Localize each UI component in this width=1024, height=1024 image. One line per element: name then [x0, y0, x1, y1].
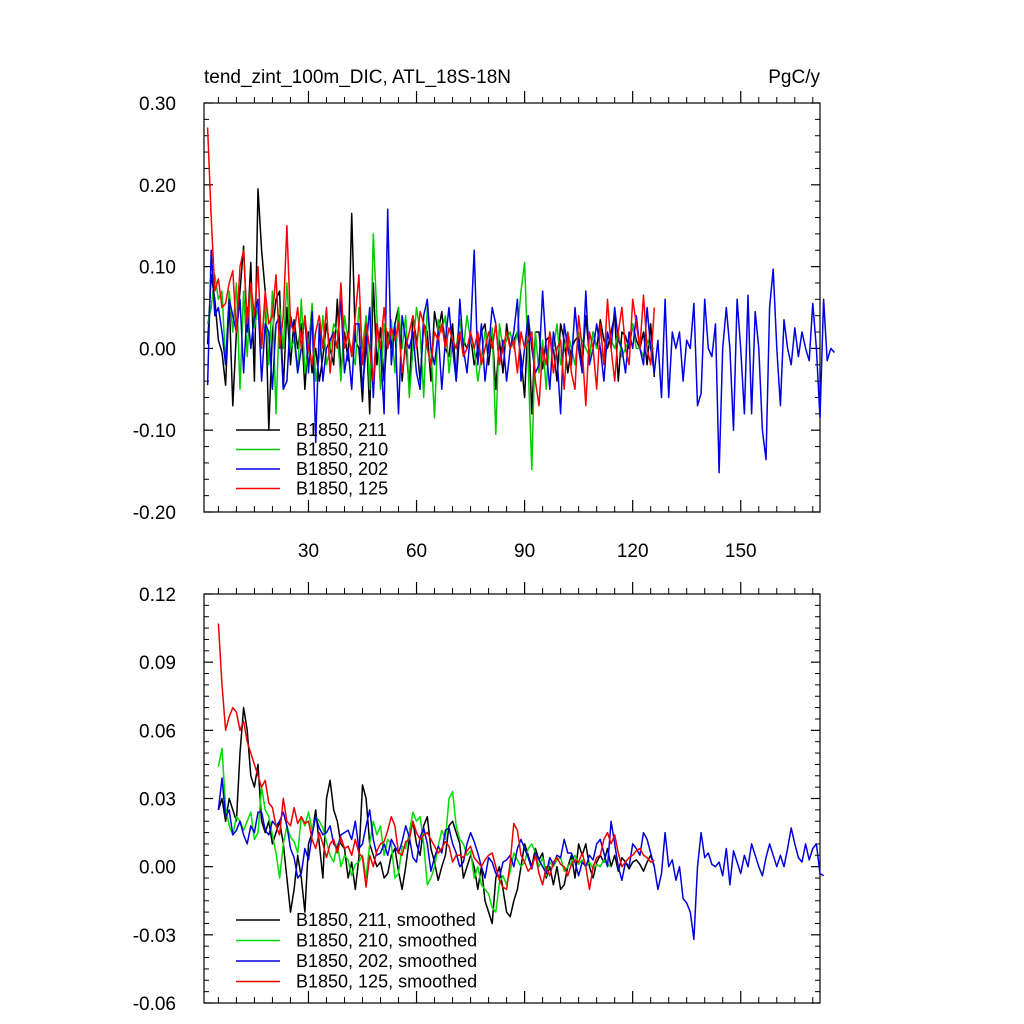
chart-title: tend_zint_100m_DIC, ATL_18S-18N	[204, 67, 511, 88]
y-tick-label: -0.10	[133, 421, 176, 442]
legend-label-2: B1850, 202	[296, 459, 388, 479]
series-lines	[206, 127, 835, 474]
bottom-panel: -0.06 -0.03 0.00 0.03 0.06 0.09 0.12 B1850, 21…	[133, 582, 825, 1015]
y-tick-label: -0.03	[133, 926, 176, 947]
y-tick-label: 0.00	[139, 339, 176, 360]
x-tick-label: 90	[514, 541, 535, 562]
y-tick-label: -0.20	[133, 503, 176, 524]
y-tick-label: 0.12	[139, 585, 176, 606]
x-tick-label: 120	[617, 541, 649, 562]
y-tick-label: 0.20	[139, 176, 176, 197]
y-tick-label: 0.09	[139, 653, 176, 674]
legend-label-1: B1850, 210	[296, 440, 388, 460]
y-tick-label: 0.30	[139, 94, 176, 115]
units-label: PgC/y	[768, 67, 820, 88]
legend-label-1: B1850, 210, smoothed	[296, 931, 477, 951]
legend-label-3: B1850, 125	[296, 479, 388, 499]
legend-label-0: B1850, 211, smoothed	[296, 910, 476, 930]
y-tick-label: -0.06	[133, 994, 176, 1015]
legend-label-2: B1850, 202, smoothed	[296, 951, 477, 971]
x-tick-label: 30	[298, 541, 319, 562]
y-tick-label: 0.03	[139, 790, 176, 811]
series-line-2	[217, 777, 825, 941]
series-line-3	[217, 623, 655, 891]
plot-frame	[203, 102, 821, 513]
legend-label-3: B1850, 125, smoothed	[296, 972, 477, 992]
series-lines	[217, 623, 825, 941]
y-tick-label: 0.00	[139, 858, 176, 879]
x-tick-label: 150	[725, 541, 757, 562]
x-tick-label: 60	[406, 541, 427, 562]
legend-label-0: B1850, 211	[296, 420, 387, 440]
y-tick-label: 0.06	[139, 721, 176, 742]
y-tick-label: 0.10	[139, 258, 176, 279]
top-panel: tend_zint_100m_DIC, ATL_18S-18N PgC/y -0…	[133, 67, 835, 562]
axis-ticks: -0.20 -0.10 0.00 0.10 0.20 0.30 30 60 90 120 150	[133, 91, 820, 562]
series-line-2	[206, 208, 835, 474]
series-line-3	[206, 127, 656, 407]
axis-ticks: -0.06 -0.03 0.00 0.03 0.06 0.09 0.12	[133, 582, 820, 1015]
